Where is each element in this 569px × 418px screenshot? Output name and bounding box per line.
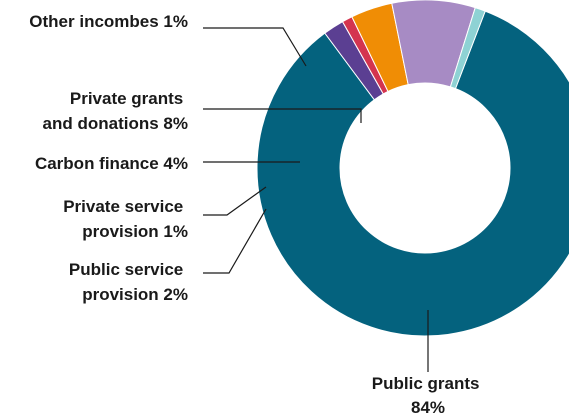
slice-public-grants <box>256 10 569 337</box>
leader-private-grants <box>203 108 362 123</box>
label-other-incomes: Other incombes 1% <box>29 12 188 31</box>
slice-other-incomes <box>449 7 486 90</box>
label-public-service-line1: Public service <box>69 260 183 279</box>
label-public-service: Public service provision 2% <box>69 260 188 304</box>
label-private-service: Private service provision 1% <box>63 197 188 241</box>
leader-public-service <box>203 208 267 274</box>
label-other-incomes-line1: Other incombes 1% <box>29 12 188 31</box>
label-public-grants: Public grants 84% <box>372 374 484 417</box>
donut-slices <box>256 0 569 337</box>
label-public-grants-line1: Public grants <box>372 374 480 393</box>
label-public-grants-line2: 84% <box>411 398 445 417</box>
leader-lines <box>203 27 429 372</box>
leader-private-service <box>203 186 267 216</box>
label-carbon-finance-line1: Carbon finance 4% <box>35 154 188 173</box>
label-public-service-line2: provision 2% <box>82 285 188 304</box>
label-private-service-line2: provision 1% <box>82 222 188 241</box>
label-carbon-finance: Carbon finance 4% <box>35 154 188 173</box>
label-private-grants: Private grants and donations 8% <box>43 89 188 133</box>
label-private-grants-line1: Private grants <box>70 89 183 108</box>
label-private-grants-line2: and donations 8% <box>43 114 188 133</box>
label-private-service-line1: Private service <box>63 197 183 216</box>
leader-other-incomes <box>203 27 307 67</box>
